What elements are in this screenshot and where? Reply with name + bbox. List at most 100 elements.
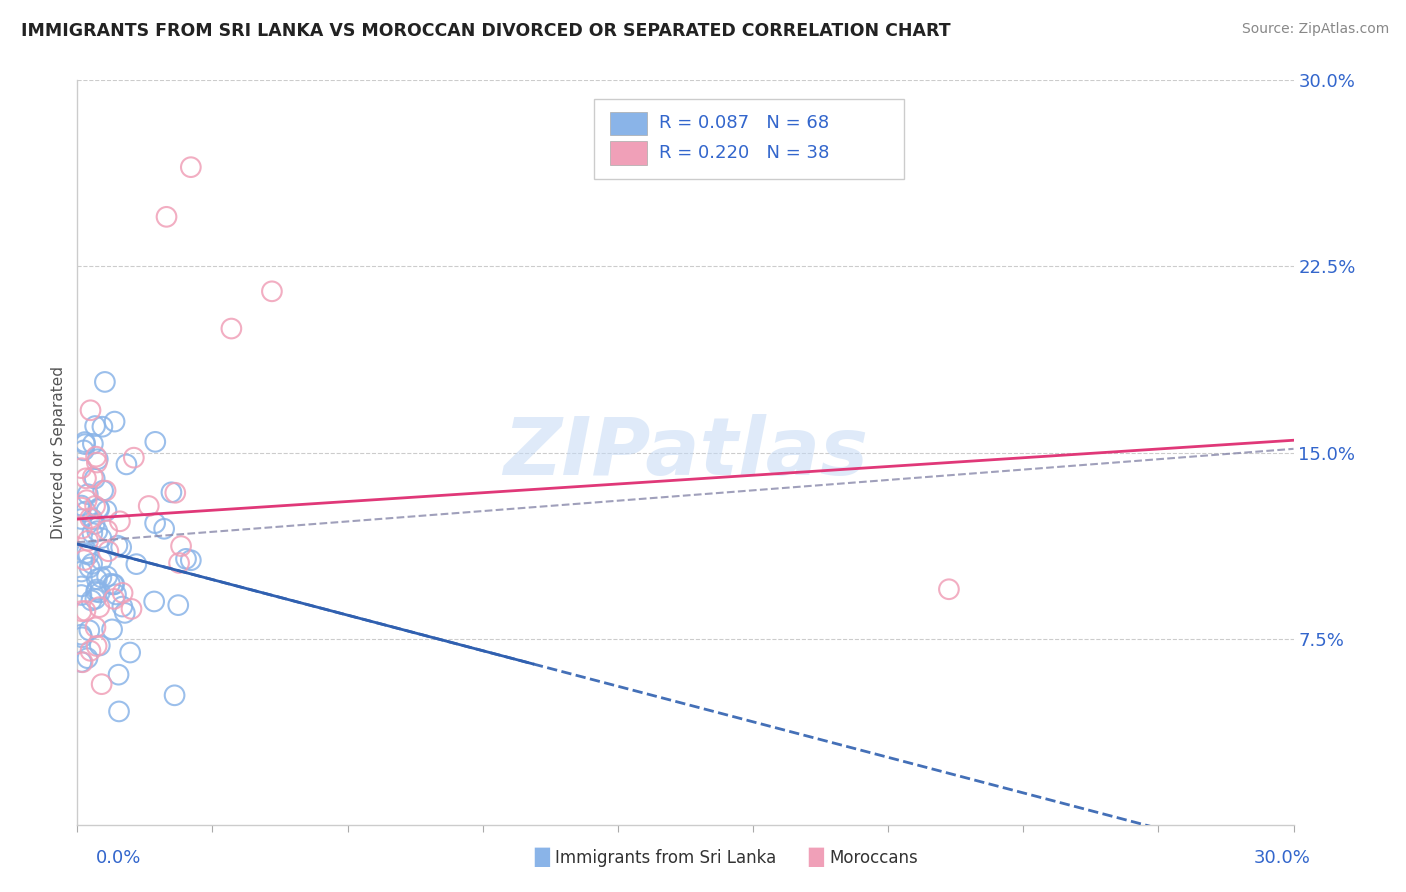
Point — [70, 579, 93, 593]
Point — [87, 452, 110, 467]
Text: R = 0.087   N = 68: R = 0.087 N = 68 — [658, 114, 828, 133]
Point — [80, 593, 103, 607]
Text: 30.0%: 30.0% — [1254, 849, 1310, 867]
Point — [153, 522, 176, 536]
Text: Immigrants from Sri Lanka: Immigrants from Sri Lanka — [555, 849, 776, 867]
Point — [108, 705, 131, 719]
Point — [163, 688, 186, 702]
Point — [72, 655, 94, 669]
Point — [79, 403, 101, 417]
Point — [73, 553, 96, 567]
Point — [155, 210, 177, 224]
Point — [70, 588, 93, 602]
Point — [73, 435, 96, 450]
Point — [94, 375, 117, 389]
FancyBboxPatch shape — [610, 141, 647, 165]
Point — [79, 644, 101, 658]
Point — [180, 160, 202, 174]
Point — [76, 651, 98, 665]
Point — [143, 516, 166, 530]
Point — [96, 524, 118, 538]
Point — [76, 493, 98, 508]
Point — [107, 539, 129, 553]
Point — [221, 321, 243, 335]
Text: ZIPatlas: ZIPatlas — [503, 414, 868, 491]
Point — [82, 470, 104, 484]
Point — [143, 594, 166, 608]
Point — [70, 565, 93, 579]
Point — [84, 419, 107, 434]
Point — [82, 437, 104, 451]
Point — [70, 461, 93, 475]
Point — [165, 485, 187, 500]
Point — [86, 455, 108, 469]
Point — [103, 415, 125, 429]
Point — [122, 450, 145, 465]
Point — [76, 487, 98, 501]
Point — [104, 587, 127, 601]
Point — [91, 483, 114, 498]
Point — [82, 557, 104, 571]
Point — [174, 552, 197, 566]
Point — [84, 620, 107, 634]
Point — [79, 560, 101, 574]
Point — [111, 586, 134, 600]
Point — [89, 502, 111, 516]
Point — [70, 630, 93, 644]
Point — [89, 585, 111, 599]
Point — [75, 546, 97, 560]
Point — [103, 591, 125, 606]
Point — [87, 501, 110, 516]
Point — [94, 483, 117, 498]
Point — [79, 624, 101, 638]
Point — [86, 582, 108, 597]
Point — [79, 511, 101, 525]
Point — [120, 646, 142, 660]
Point — [82, 512, 104, 526]
Point — [70, 628, 93, 642]
Text: Moroccans: Moroccans — [830, 849, 918, 867]
Point — [84, 584, 107, 599]
Point — [103, 577, 125, 591]
Text: Source: ZipAtlas.com: Source: ZipAtlas.com — [1241, 22, 1389, 37]
Point — [89, 639, 111, 653]
Point — [107, 667, 129, 681]
Point — [90, 570, 112, 584]
Point — [160, 485, 183, 500]
Point — [82, 526, 104, 541]
Point — [75, 471, 97, 485]
Point — [180, 553, 202, 567]
Point — [125, 557, 148, 571]
Text: █: █ — [808, 847, 824, 867]
Text: R = 0.220   N = 38: R = 0.220 N = 38 — [658, 145, 830, 162]
Point — [70, 655, 93, 669]
Point — [84, 450, 107, 464]
Point — [83, 516, 105, 531]
FancyBboxPatch shape — [595, 99, 904, 179]
Y-axis label: Divorced or Separated: Divorced or Separated — [51, 367, 66, 539]
Point — [83, 472, 105, 486]
Point — [114, 606, 136, 620]
Point — [938, 582, 960, 597]
Point — [70, 512, 93, 526]
Point — [70, 521, 93, 535]
Point — [90, 531, 112, 545]
Point — [97, 544, 120, 558]
Point — [90, 553, 112, 567]
Point — [138, 499, 160, 513]
Point — [75, 604, 97, 618]
Point — [86, 572, 108, 586]
Text: IMMIGRANTS FROM SRI LANKA VS MOROCCAN DIVORCED OR SEPARATED CORRELATION CHART: IMMIGRANTS FROM SRI LANKA VS MOROCCAN DI… — [21, 22, 950, 40]
Point — [167, 556, 190, 570]
Point — [86, 524, 108, 538]
Point — [90, 677, 112, 691]
Point — [96, 569, 118, 583]
Text: 0.0%: 0.0% — [96, 849, 141, 867]
Point — [84, 499, 107, 513]
Point — [77, 548, 100, 562]
Point — [121, 602, 143, 616]
Point — [110, 541, 132, 555]
Point — [73, 443, 96, 458]
Point — [89, 600, 111, 615]
Point — [101, 623, 124, 637]
